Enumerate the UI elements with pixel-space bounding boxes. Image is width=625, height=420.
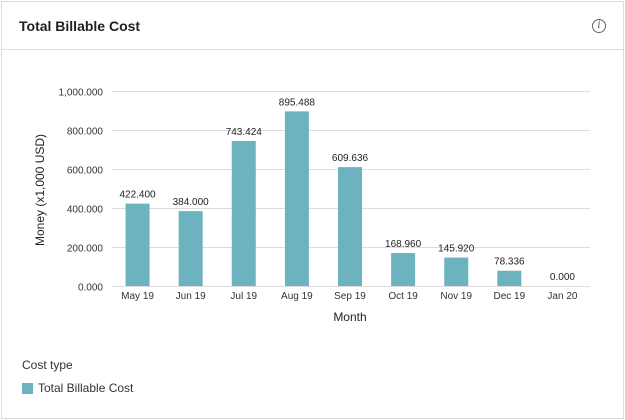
y-tick-label: 800.000 xyxy=(67,127,104,138)
y-tick-label: 1,000.000 xyxy=(59,88,104,99)
x-axis-title: Month xyxy=(333,310,366,324)
x-tick-label: Jan 20 xyxy=(547,291,577,302)
bar[interactable] xyxy=(231,141,256,286)
card-title: Total Billable Cost xyxy=(19,18,141,34)
bar[interactable] xyxy=(444,257,469,286)
y-tick-label: 400.000 xyxy=(67,205,104,216)
data-label: 609.636 xyxy=(332,153,369,164)
x-tick-label: Oct 19 xyxy=(388,291,418,302)
card-header: Total Billable Cost i xyxy=(2,2,623,50)
legend-swatch xyxy=(22,382,33,394)
y-axis-title: Money (x1,000 USD) xyxy=(33,134,47,246)
bar[interactable] xyxy=(178,211,203,286)
bar[interactable] xyxy=(497,270,522,286)
bar[interactable] xyxy=(125,203,150,286)
data-label: 422.400 xyxy=(119,190,156,201)
bar[interactable] xyxy=(284,111,309,286)
x-tick-label: Jun 19 xyxy=(176,291,206,302)
x-tick-label: Aug 19 xyxy=(281,291,313,302)
legend-label: Total Billable Cost xyxy=(38,381,134,395)
y-tick-label: 200.000 xyxy=(67,244,104,255)
data-labels: 422.400 384.000 743.424 895.488 609.636 168.9… xyxy=(119,97,575,283)
info-icon[interactable]: i xyxy=(592,19,606,33)
data-label: 78.336 xyxy=(494,257,525,268)
y-tick-label: 600.000 xyxy=(67,166,104,177)
legend-title: Cost type xyxy=(22,358,73,372)
x-tick-label: Nov 19 xyxy=(440,291,472,302)
bar[interactable] xyxy=(338,167,362,286)
legend-item[interactable]: Total Billable Cost xyxy=(22,381,133,395)
data-label: 743.424 xyxy=(226,127,263,138)
gridlines xyxy=(112,91,590,287)
data-label: 384.000 xyxy=(173,197,210,208)
x-tick-label: Dec 19 xyxy=(493,291,525,302)
x-tick-label: May 19 xyxy=(121,291,154,302)
y-tick-label: 0.000 xyxy=(78,283,103,294)
x-axis-ticks: May 19 Jun 19 Jul 19 Aug 19 Sep 19 Oct 19 Nov … xyxy=(121,291,578,302)
x-tick-label: Jul 19 xyxy=(230,291,257,302)
y-axis-ticks: 0.000 200.000 400.000 600.000 800.000 1,000.0… xyxy=(59,88,104,294)
data-label: 168.960 xyxy=(385,239,422,250)
bars xyxy=(125,111,522,286)
data-label: 895.488 xyxy=(279,97,316,108)
bar[interactable] xyxy=(391,253,416,286)
data-label: 0.000 xyxy=(550,272,575,283)
x-tick-label: Sep 19 xyxy=(334,291,366,302)
data-label: 145.920 xyxy=(438,244,475,255)
